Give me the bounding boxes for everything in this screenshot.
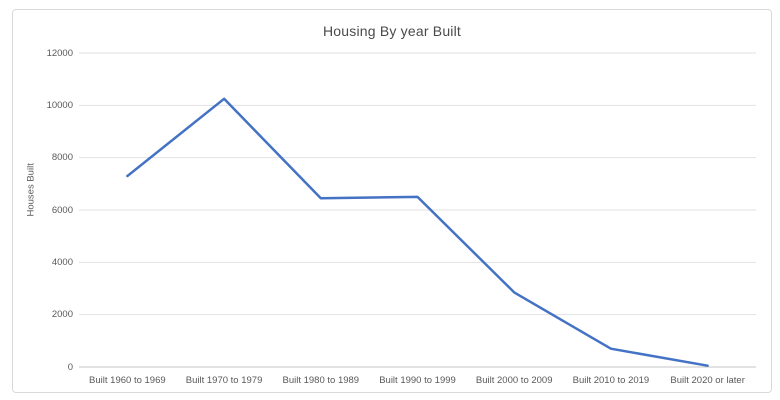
x-axis-tick-label: Built 1970 to 1979 xyxy=(185,375,263,386)
x-axis-tick-label: Built 2020 or later xyxy=(670,375,745,386)
chart-title: Housing By year Built xyxy=(322,23,462,39)
y-axis-tick-label: 8000 xyxy=(51,152,73,164)
chart-frame: Housing By year Built Houses Built 0 2000… xyxy=(12,9,772,393)
y-axis-tick-label: 0 xyxy=(67,361,73,373)
x-axis-tick-label: Built 2000 to 2009 xyxy=(475,375,553,386)
y-axis-tick-label: 6000 xyxy=(51,204,73,216)
plot-area xyxy=(79,52,756,368)
y-axis-tick-label: 10000 xyxy=(46,99,73,111)
x-axis-tick-label: Built 2010 to 2019 xyxy=(572,375,650,386)
x-axis-tick-label: Built 1960 to 1969 xyxy=(89,375,166,386)
y-axis-tick-label: 2000 xyxy=(51,309,73,321)
data-series-line xyxy=(126,97,709,367)
x-axis-tick-label: Built 1990 to 1999 xyxy=(379,375,456,386)
y-axis-tick-label: 12000 xyxy=(46,47,73,59)
x-axis-tick-label: Built 1980 to 1989 xyxy=(282,375,360,386)
y-axis-tick-label: 4000 xyxy=(51,256,73,268)
